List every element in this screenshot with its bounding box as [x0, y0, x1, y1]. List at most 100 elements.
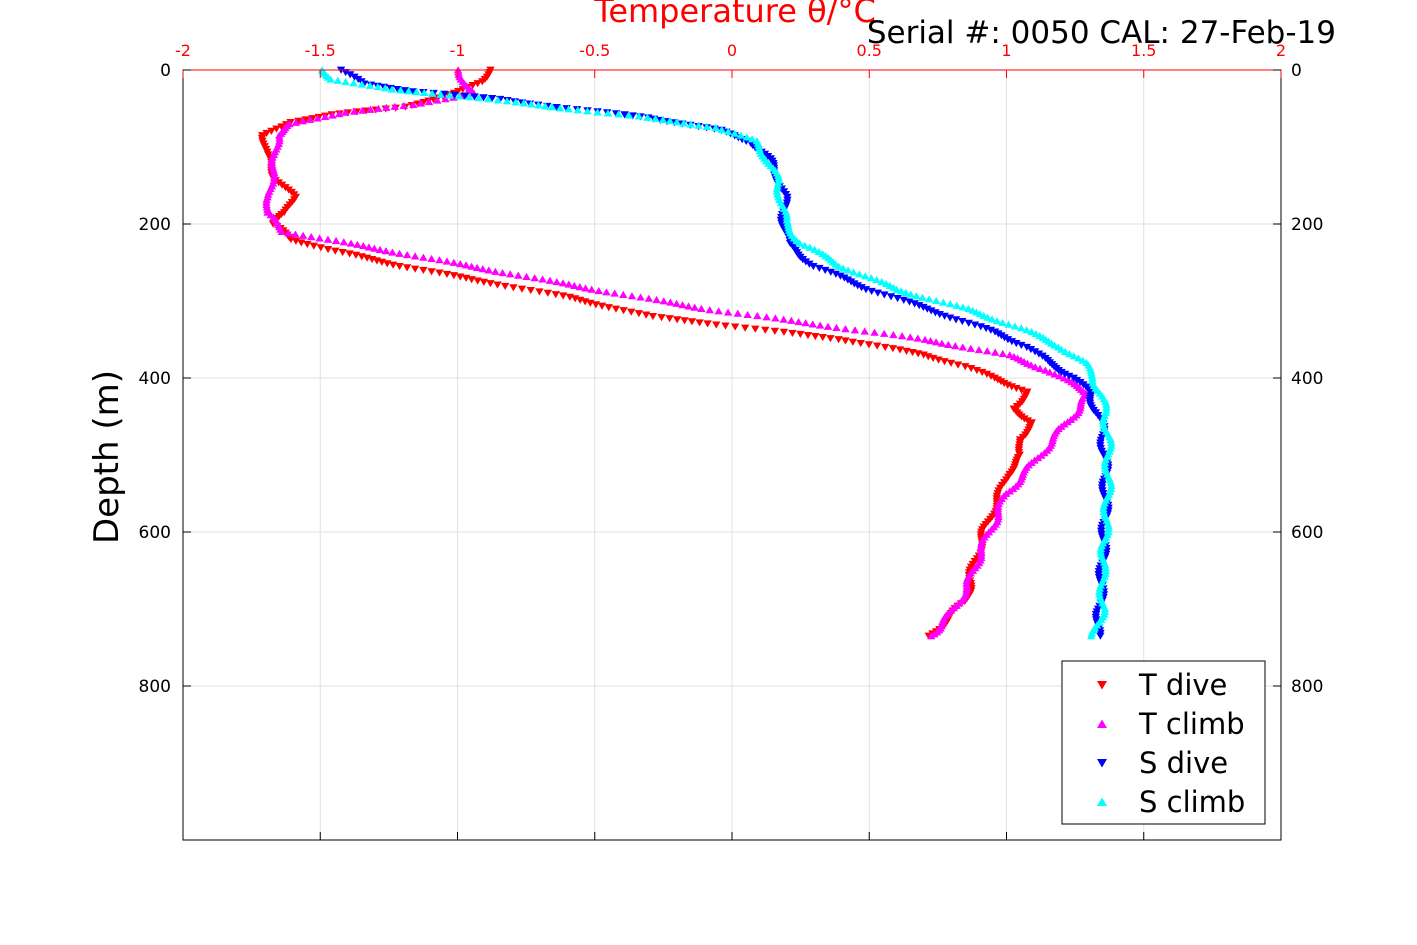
data-point — [990, 348, 1000, 356]
data-point — [366, 105, 375, 113]
data-point — [1074, 354, 1083, 362]
y-tick-label-right: 600 — [1291, 523, 1323, 543]
data-point — [619, 290, 628, 298]
y-tick-label-left: 400 — [139, 369, 171, 389]
data-point — [263, 190, 273, 198]
data-point — [953, 361, 963, 369]
data-point — [860, 327, 869, 335]
data-point — [826, 268, 835, 276]
legend-label: S climb — [1139, 785, 1245, 819]
data-point — [643, 113, 652, 121]
data-point — [350, 73, 359, 81]
data-point — [736, 131, 746, 139]
y-tick-label-left: 600 — [139, 523, 171, 543]
data-point — [906, 290, 915, 298]
data-point — [972, 366, 982, 375]
data-point — [511, 98, 520, 106]
data-point — [826, 335, 835, 343]
data-point — [686, 120, 696, 128]
data-point — [564, 105, 573, 113]
data-point — [893, 294, 902, 303]
data-point — [364, 243, 374, 251]
data-point — [614, 110, 623, 118]
data-point — [723, 308, 733, 316]
data-point — [974, 345, 984, 354]
data-point — [594, 286, 603, 295]
data-point — [1060, 347, 1070, 355]
serial-annotation: Serial #: 0050 CAL: 27-Feb-19 — [867, 15, 1336, 51]
data-point — [291, 118, 301, 126]
data-point — [703, 320, 712, 328]
y-tick-label-right: 0 — [1291, 61, 1302, 81]
data-point — [628, 112, 637, 120]
data-point — [461, 261, 471, 269]
data-point — [636, 293, 645, 301]
data-point — [1096, 632, 1105, 640]
data-point — [1087, 632, 1096, 640]
data-point — [454, 92, 464, 100]
data-point — [940, 358, 949, 366]
data-point — [1102, 406, 1111, 414]
data-point — [880, 291, 889, 299]
data-point — [803, 331, 813, 340]
data-point — [272, 125, 281, 133]
data-point — [848, 338, 858, 346]
data-point — [474, 94, 483, 102]
data-point — [694, 121, 703, 129]
data-point — [877, 277, 886, 286]
data-point — [486, 280, 495, 288]
data-point — [427, 268, 436, 276]
data-point — [624, 111, 634, 119]
data-point — [920, 335, 930, 343]
data-point — [498, 268, 507, 277]
data-point — [1010, 322, 1020, 330]
data-point — [870, 328, 879, 336]
data-point — [1000, 334, 1009, 342]
data-point — [740, 324, 750, 332]
data-point — [1095, 590, 1104, 598]
data-point — [445, 91, 454, 99]
data-point — [404, 87, 413, 95]
data-point — [514, 271, 523, 279]
data-point — [1023, 417, 1032, 425]
data-point — [853, 282, 862, 290]
data-point — [381, 247, 391, 255]
data-point — [320, 112, 330, 121]
data-point — [672, 118, 681, 126]
data-point — [284, 229, 293, 237]
y-tick-label-right: 800 — [1291, 677, 1323, 697]
data-point — [564, 280, 574, 288]
data-point — [977, 368, 987, 377]
data-point — [587, 285, 596, 293]
data-point — [440, 90, 449, 98]
data-point — [931, 338, 941, 346]
x-tick-label: 0.5 — [857, 41, 882, 60]
data-point — [449, 258, 459, 266]
data-point — [665, 117, 675, 125]
data-point — [424, 97, 434, 106]
data-point — [951, 342, 960, 350]
data-point — [800, 241, 809, 249]
data-point — [456, 260, 465, 268]
data-point — [341, 68, 350, 77]
data-point — [519, 99, 528, 107]
data-point — [657, 314, 666, 322]
data-point — [419, 266, 428, 275]
data-point — [998, 349, 1007, 357]
data-point — [433, 96, 442, 104]
data-point — [388, 261, 398, 269]
data-point — [558, 292, 568, 300]
data-point — [966, 344, 975, 352]
data-point — [762, 313, 771, 321]
data-point — [393, 86, 402, 94]
data-point — [705, 306, 714, 314]
data-point — [680, 317, 689, 325]
data-point — [986, 372, 996, 380]
data-point — [659, 297, 668, 305]
data-point — [821, 266, 830, 274]
data-point — [419, 253, 428, 261]
legend-marker — [1097, 681, 1107, 690]
data-point — [730, 129, 739, 137]
data-point — [895, 346, 905, 354]
data-point — [815, 264, 824, 273]
